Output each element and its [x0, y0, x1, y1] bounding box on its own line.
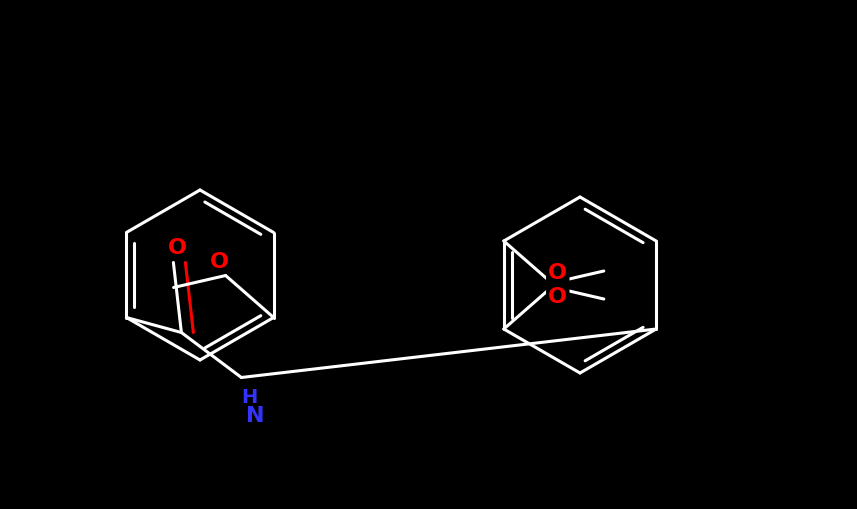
Text: O: O	[548, 263, 567, 283]
Text: O: O	[548, 287, 567, 307]
Text: H: H	[242, 388, 257, 407]
Text: N: N	[246, 406, 265, 426]
Text: O: O	[168, 239, 187, 259]
Text: O: O	[210, 251, 229, 271]
